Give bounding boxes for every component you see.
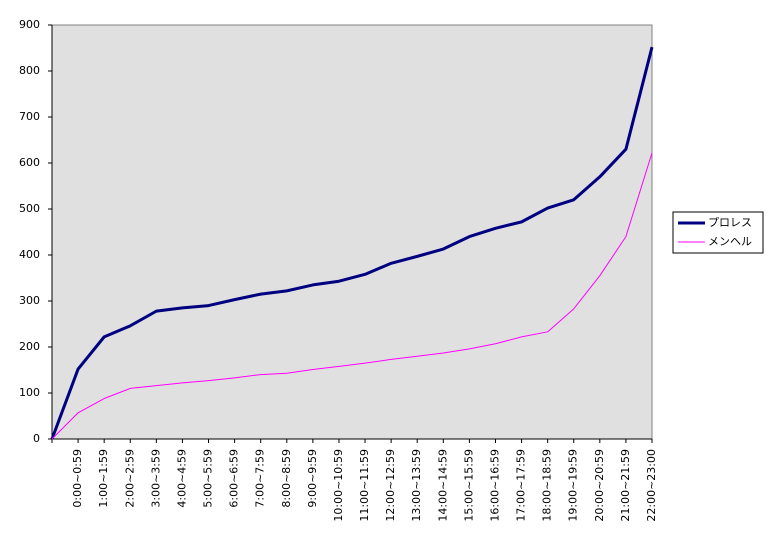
x-tick-label: 1:00~1:59	[97, 449, 110, 508]
legend-label: メンヘル	[708, 235, 752, 248]
y-tick-label: 100	[19, 386, 40, 399]
x-tick-label: 11:00~11:59	[358, 449, 371, 522]
x-tick-label: 7:00~7:59	[254, 449, 267, 508]
x-tick-label: 19:00~19:59	[567, 449, 580, 522]
x-tick-label: 6:00~6:59	[228, 449, 241, 508]
x-tick-label: 14:00~14:59	[436, 449, 449, 522]
y-tick-label: 700	[19, 110, 40, 123]
x-tick-label: 16:00~16:59	[488, 449, 501, 522]
x-tick-label: 4:00~4:59	[175, 449, 188, 508]
y-tick-label: 800	[19, 64, 40, 77]
x-tick-label: 22:00~23:00	[645, 449, 658, 522]
x-tick-label: 10:00~10:59	[332, 449, 345, 522]
y-tick-label: 400	[19, 248, 40, 261]
x-tick-label: 3:00~3:59	[149, 449, 162, 508]
y-tick-label: 300	[19, 294, 40, 307]
x-tick-label: 18:00~18:59	[541, 449, 554, 522]
x-tick-label: 21:00~21:59	[619, 449, 632, 522]
x-tick-label: 17:00~17:59	[515, 449, 528, 522]
y-tick-label: 900	[19, 18, 40, 31]
y-tick-label: 600	[19, 156, 40, 169]
legend-box	[672, 211, 764, 254]
x-tick-label: 2:00~2:59	[123, 449, 136, 508]
legend-label: プロレス	[708, 216, 752, 229]
x-tick-label: 15:00~15:59	[462, 449, 475, 522]
x-tick-label: 5:00~5:59	[202, 449, 215, 508]
x-tick-label: 8:00~8:59	[280, 449, 293, 508]
y-tick-label: 500	[19, 202, 40, 215]
x-tick-label: 9:00~9:59	[306, 449, 319, 508]
plot-area	[51, 24, 653, 440]
series-line	[51, 152, 653, 440]
x-tick-label: 12:00~12:59	[384, 449, 397, 522]
y-tick-label: 0	[33, 432, 40, 445]
series-line	[50, 46, 654, 440]
y-tick-label: 200	[19, 340, 40, 353]
x-tick-label: 13:00~13:59	[410, 449, 423, 522]
x-tick-label: 20:00~20:59	[593, 449, 606, 522]
x-tick-label: 0:00~0:59	[71, 449, 84, 508]
